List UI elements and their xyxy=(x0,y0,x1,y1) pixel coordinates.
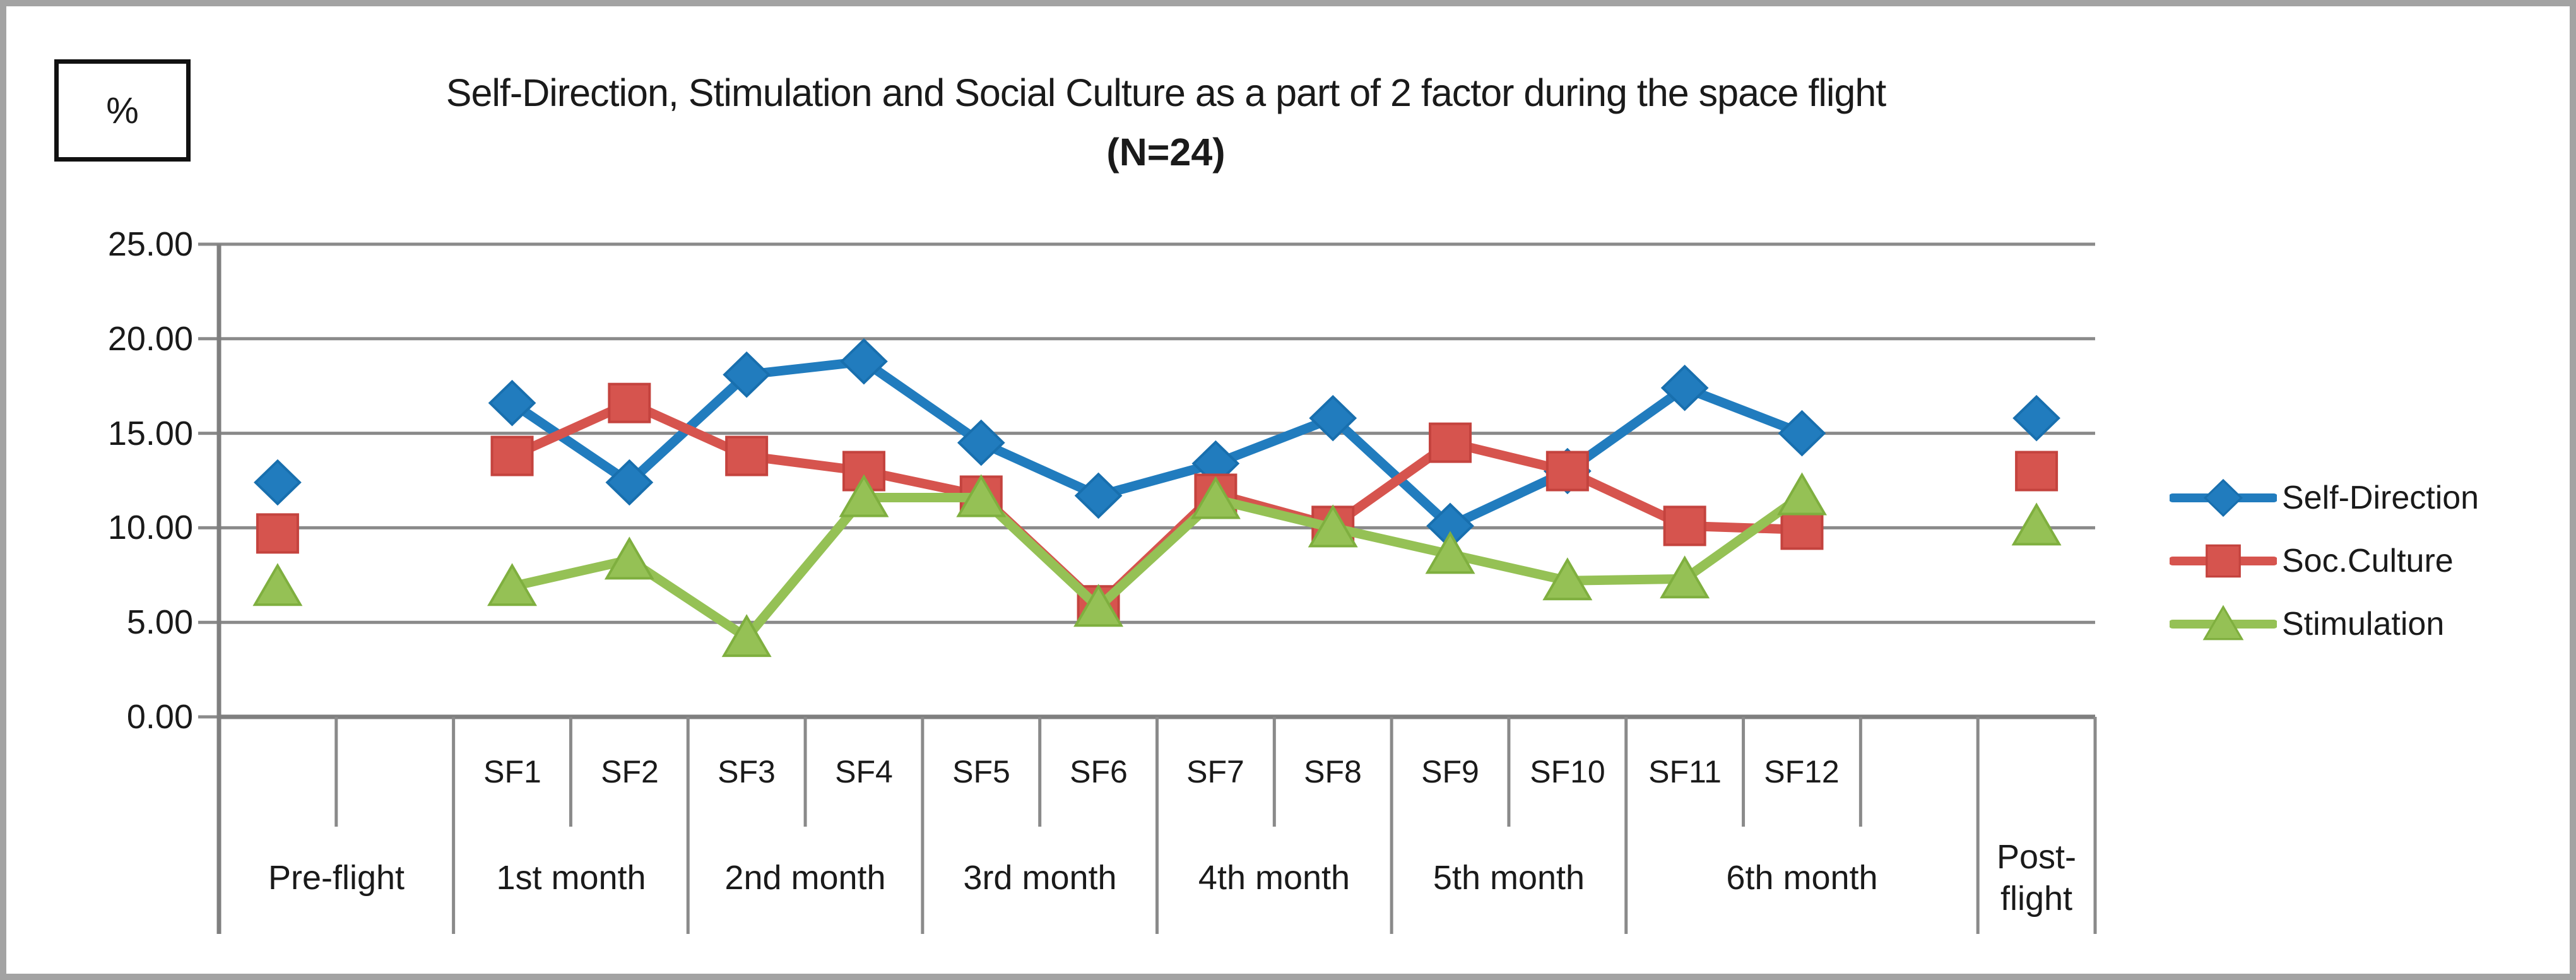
square-marker xyxy=(2015,451,2059,492)
triangle-marker xyxy=(604,536,654,580)
series-line xyxy=(507,490,1807,642)
diamond-marker xyxy=(488,379,536,427)
triangle-marker xyxy=(487,563,538,606)
diamond-marker xyxy=(840,338,888,385)
x-cell-label-sf3: SF3 xyxy=(718,754,776,789)
square-marker xyxy=(1545,451,1589,492)
square-marker xyxy=(1663,505,1706,546)
legend-label: Self-Direction xyxy=(2282,480,2479,516)
y-tick-label: 20.00 xyxy=(107,320,193,358)
series-stimulation xyxy=(252,472,2062,658)
series-line xyxy=(507,357,1807,531)
x-group-label-month1: 1st month xyxy=(496,859,646,897)
square-marker xyxy=(2206,544,2241,578)
triangle-marker xyxy=(1660,555,1710,599)
diamond-marker xyxy=(254,459,302,506)
x-cell-label-sf9: SF9 xyxy=(1421,754,1479,789)
square-marker xyxy=(490,435,534,476)
x-cell-label-sf11: SF11 xyxy=(1648,754,1722,789)
y-tick-label: 5.00 xyxy=(126,603,193,641)
x-cell-label-sf6: SF6 xyxy=(1070,754,1128,789)
y-axis-unit-box: % xyxy=(54,59,191,162)
diamond-marker xyxy=(1660,364,1709,411)
triangle-marker xyxy=(1542,557,1593,601)
square-marker xyxy=(608,382,651,423)
diamond-marker xyxy=(1778,410,1826,457)
triangle-marker xyxy=(839,474,889,517)
diamond-marker xyxy=(2012,394,2060,442)
soc-culture-line-marker-icon xyxy=(2170,544,2277,578)
stimulation-line-marker-icon xyxy=(2170,605,2277,641)
legend: Self-Direction Soc.Culture Stimulation xyxy=(2170,472,2479,661)
x-group-label-preflight: Pre-flight xyxy=(268,859,405,897)
x-group-label-postflight: Post-flight xyxy=(1996,838,2077,918)
square-marker xyxy=(1429,422,1472,463)
legend-item-stimulation: Stimulation xyxy=(2170,598,2479,650)
diamond-marker xyxy=(605,459,654,506)
legend-item-self-direction: Self-Direction xyxy=(2170,472,2479,524)
x-group-label-month2: 2nd month xyxy=(724,859,886,897)
legend-item-soc-culture: Soc.Culture xyxy=(2170,535,2479,587)
triangle-marker xyxy=(1190,476,1241,519)
triangle-marker xyxy=(2202,605,2244,641)
triangle-marker xyxy=(2011,502,2062,546)
diamond-marker xyxy=(957,419,1005,466)
x-cell-label-sf4: SF4 xyxy=(835,754,893,789)
chart-title: Self-Direction, Stimulation and Social C… xyxy=(227,63,2105,182)
triangle-marker xyxy=(252,563,303,606)
square-marker xyxy=(256,513,299,554)
square-marker xyxy=(725,435,769,476)
x-group-label-month5: 5th month xyxy=(1433,859,1585,897)
triangle-marker xyxy=(1308,504,1358,548)
x-group-label-month6: 6th month xyxy=(1726,859,1878,897)
diamond-marker xyxy=(2203,478,2243,517)
x-group-label-month4: 4th month xyxy=(1198,859,1350,897)
y-tick-label: 10.00 xyxy=(107,509,193,546)
triangle-marker xyxy=(956,474,1007,517)
diamond-marker xyxy=(1074,472,1123,519)
square-marker xyxy=(1780,509,1824,550)
x-cell-label-sf7: SF7 xyxy=(1186,754,1244,789)
chart-title-line2: (N=24) xyxy=(1106,131,1226,174)
x-cell-label-sf8: SF8 xyxy=(1304,754,1362,789)
legend-label: Soc.Culture xyxy=(2282,543,2454,579)
x-cell-label-sf1: SF1 xyxy=(483,754,541,789)
triangle-marker xyxy=(721,614,772,658)
x-group-label-month3: 3rd month xyxy=(963,859,1117,897)
diamond-marker xyxy=(723,351,771,398)
y-tick-label: 0.00 xyxy=(126,698,193,736)
diamond-marker xyxy=(1309,394,1357,442)
triangle-marker xyxy=(1776,472,1827,516)
triangle-marker xyxy=(1073,584,1124,627)
chart-title-line1: Self-Direction, Stimulation and Social C… xyxy=(446,71,1886,114)
x-cell-label-sf2: SF2 xyxy=(601,754,659,789)
y-tick-label: 25.00 xyxy=(107,225,193,263)
y-axis-unit-label: % xyxy=(106,90,139,131)
triangle-marker xyxy=(1425,531,1475,574)
x-cell-label-sf10: SF10 xyxy=(1530,754,1605,789)
x-cell-label-sf5: SF5 xyxy=(952,754,1010,789)
self-direction-line-marker-icon xyxy=(2170,478,2277,517)
legend-label: Stimulation xyxy=(2282,606,2445,642)
x-cell-label-sf12: SF12 xyxy=(1764,754,1840,789)
y-tick-label: 15.00 xyxy=(107,415,193,452)
